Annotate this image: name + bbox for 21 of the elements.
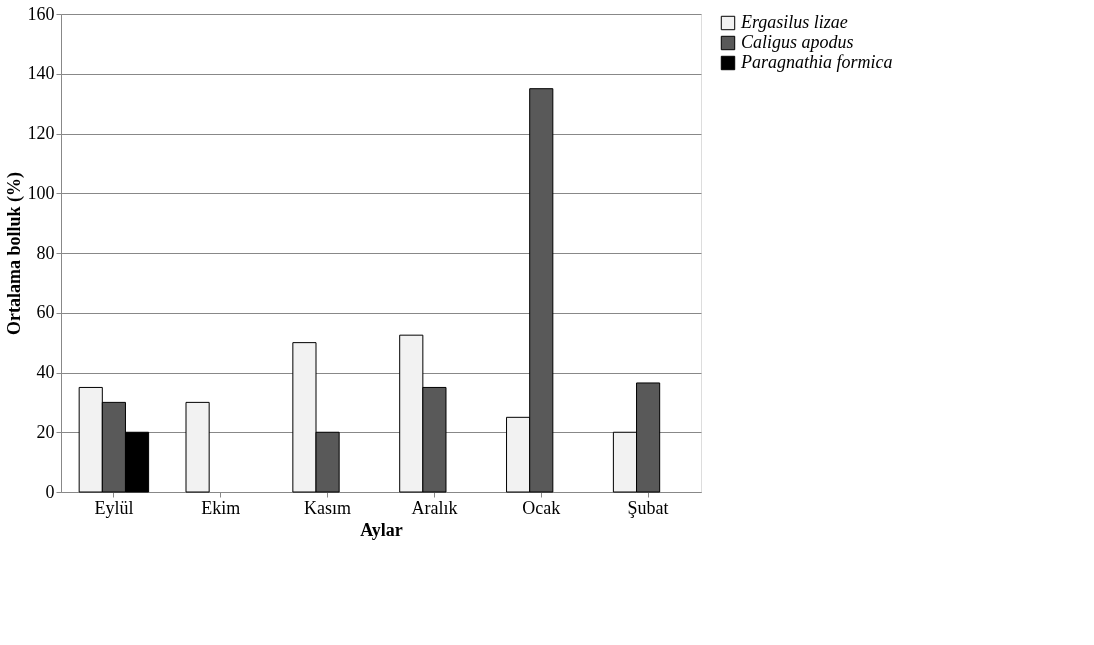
y-tick-label: 120	[27, 123, 55, 143]
x-tick-label: Aralık	[411, 497, 458, 518]
y-tick-label: 160	[27, 3, 55, 24]
y-tick-label: 0	[45, 481, 55, 502]
x-axis-title: Aylar	[360, 519, 403, 540]
legend-label: Paragnathia formica	[740, 52, 893, 72]
x-tick-label: Şubat	[627, 497, 669, 518]
y-tick-label: 100	[27, 182, 55, 203]
y-tick-label: 40	[36, 362, 55, 382]
y-tick-label: 140	[27, 63, 55, 84]
bar	[185, 401, 210, 493]
x-tick-label: Ekim	[201, 497, 241, 518]
x-tick-label: Kasım	[304, 497, 352, 518]
y-tick-label: 60	[36, 302, 55, 323]
y-tick-label: 20	[36, 421, 55, 442]
y-axis-title: Ortalama bolluk (%)	[3, 171, 25, 336]
legend-label: Caligus apodus	[741, 32, 854, 52]
x-tick-label: Ocak	[522, 497, 561, 518]
x-tick-label: Eylül	[94, 497, 134, 518]
y-tick-label: 80	[36, 242, 55, 263]
legend-label: Ergasilus lizae	[740, 12, 848, 32]
